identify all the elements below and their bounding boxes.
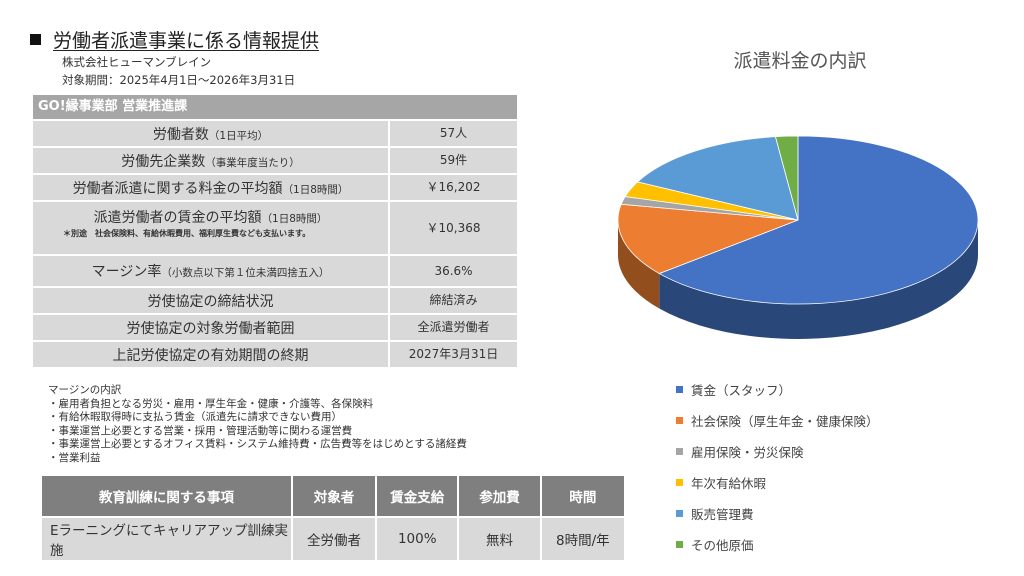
target-period: 対象期間：2025年4月1日～2026年3月31日 [62, 73, 296, 87]
margin-breakdown-title: マージンの内訳 [48, 384, 122, 396]
row-label: 労使協定の対象労働者範囲 [33, 315, 390, 340]
table-cell: 8時間/年 [541, 518, 624, 560]
row-label: 派遣労働者の賃金の平均額（1日8時間） ＊別途 社会保険料、有給休暇費用、福利厚… [33, 202, 390, 254]
legend-item: 年次有給休暇 [676, 467, 879, 498]
legend-label: その他原価 [691, 538, 754, 553]
list-item: ・営業利益 [48, 451, 101, 464]
column-header: 参加費 [459, 476, 540, 516]
list-item: ・有給休暇取得時に支払う賃金（派遣先に請求できない費用） [48, 411, 342, 424]
row-note: ＊別途 社会保険料、有給休暇費用、福利厚生費なども支払います。 [63, 229, 311, 238]
row-value: 全派遣労働者 [417, 320, 490, 334]
legend-item: 販売管理費 [676, 498, 879, 529]
row-label: 労働者数（1日平均） [33, 121, 390, 146]
list-item: ・事業運営上必要とするオフィス賃料・システム維持費・広告費等をはじめとする諸経費 [48, 438, 467, 451]
legend-swatch [676, 417, 683, 424]
legend-item: 雇用保険・労災保険 [676, 436, 879, 467]
table-header-row: 教育訓練に関する事項 対象者 賃金支給 参加費 時間 [42, 476, 624, 516]
legend-swatch [676, 510, 683, 517]
chart-legend: 賃金（スタッフ） 社会保険（厚生年金・健康保険） 雇用保険・労災保険 年次有給休暇 販売… [676, 374, 879, 560]
row-label: マージン率（小数点以下第１位未満四捨五入） [33, 256, 390, 286]
info-table: 労働者数（1日平均） 57人 労働先企業数（事業年度当たり） 59件 労働者派遣… [33, 121, 517, 369]
pie-slice-4 [636, 136, 799, 221]
table-cell: 100% [377, 518, 458, 560]
company-name: 株式会社ヒューマンブレイン [62, 55, 212, 69]
legend-label: 販売管理費 [691, 507, 754, 522]
legend-label: 年次有給休暇 [691, 476, 767, 491]
row-label: 上記労使協定の有効期間の終期 [33, 342, 390, 367]
row-value: 57人 [439, 126, 468, 140]
pie-chart [617, 135, 979, 340]
table-row: 労働者数（1日平均） 57人 [33, 121, 517, 146]
list-item: ・事業運営上必要とする営業・採用・管理活動等に関わる運営費 [48, 424, 353, 437]
title-row: 労働者派遣事業に係る情報提供 [30, 26, 319, 53]
legend-item: 賃金（スタッフ） [676, 374, 879, 405]
row-value: ￥10,368 [426, 221, 481, 235]
table-row: 労働先企業数（事業年度当たり） 59件 [33, 148, 517, 173]
row-value: 2027年3月31日 [408, 347, 499, 361]
legend-label: 賃金（スタッフ） [691, 383, 792, 398]
table-cell: 全労働者 [292, 518, 376, 560]
row-label: 労働先企業数（事業年度当たり） [33, 148, 390, 173]
training-table: 教育訓練に関する事項 対象者 賃金支給 参加費 時間 Eラーニングにてキャリアア… [40, 474, 626, 562]
legend-swatch [676, 541, 683, 548]
table-row: 労使協定の対象労働者範囲 全派遣労働者 [33, 315, 517, 340]
column-header: 賃金支給 [377, 476, 458, 516]
table-row: マージン率（小数点以下第１位未満四捨五入） 36.6% [33, 256, 517, 286]
column-header: 時間 [541, 476, 624, 516]
list-item: ・雇用者負担となる労災・雇用・厚生年金・健康・介護等、各保険料 [48, 397, 374, 410]
chart-title: 派遣料金の内訳 [733, 50, 867, 72]
pie-slice-side-1 [618, 220, 660, 309]
table-row: 上記労使協定の有効期間の終期 2027年3月31日 [33, 342, 517, 367]
row-label: 労使協定の締結状況 [33, 288, 390, 313]
table-row: 派遣労働者の賃金の平均額（1日8時間） ＊別途 社会保険料、有給休暇費用、福利厚… [33, 202, 517, 254]
table-row: Eラーニングにてキャリアアップ訓練実施 全労働者 100% 無料 8時間/年 [42, 518, 624, 560]
square-bullet-icon [30, 34, 41, 45]
margin-breakdown: マージンの内訳 ・雇用者負担となる労災・雇用・厚生年金・健康・介護等、各保険料 … [48, 384, 467, 466]
pie-slice-1 [617, 203, 799, 274]
pie-slice-side-0 [659, 220, 978, 340]
legend-item: 社会保険（厚生年金・健康保険） [676, 405, 879, 436]
row-value: 36.6% [434, 264, 473, 278]
row-value: ￥16,202 [426, 180, 481, 194]
table-cell: Eラーニングにてキャリアアップ訓練実施 [42, 518, 291, 560]
page-title: 労働者派遣事業に係る情報提供 [53, 30, 320, 52]
legend-swatch [676, 448, 683, 455]
legend-label: 社会保険（厚生年金・健康保険） [691, 414, 879, 429]
legend-item: その他原価 [676, 529, 879, 560]
legend-label: 雇用保険・労災保険 [691, 445, 804, 460]
table-cell: 無料 [459, 518, 540, 560]
row-label: 労働者派遣に関する料金の平均額（1日8時間） [33, 175, 390, 200]
column-header: 対象者 [292, 476, 376, 516]
legend-swatch [676, 386, 683, 393]
row-value: 59件 [439, 153, 468, 167]
table-row: 労働者派遣に関する料金の平均額（1日8時間） ￥16,202 [33, 175, 517, 200]
column-header: 教育訓練に関する事項 [42, 476, 291, 516]
pie-slice-0 [658, 135, 979, 305]
department-header: GO!縁事業部 営業推進課 [33, 95, 517, 119]
row-value: 締結済み [429, 293, 478, 307]
legend-swatch [676, 479, 683, 486]
pie-slice-5 [774, 135, 799, 221]
table-row: 労使協定の締結状況 締結済み [33, 288, 517, 313]
